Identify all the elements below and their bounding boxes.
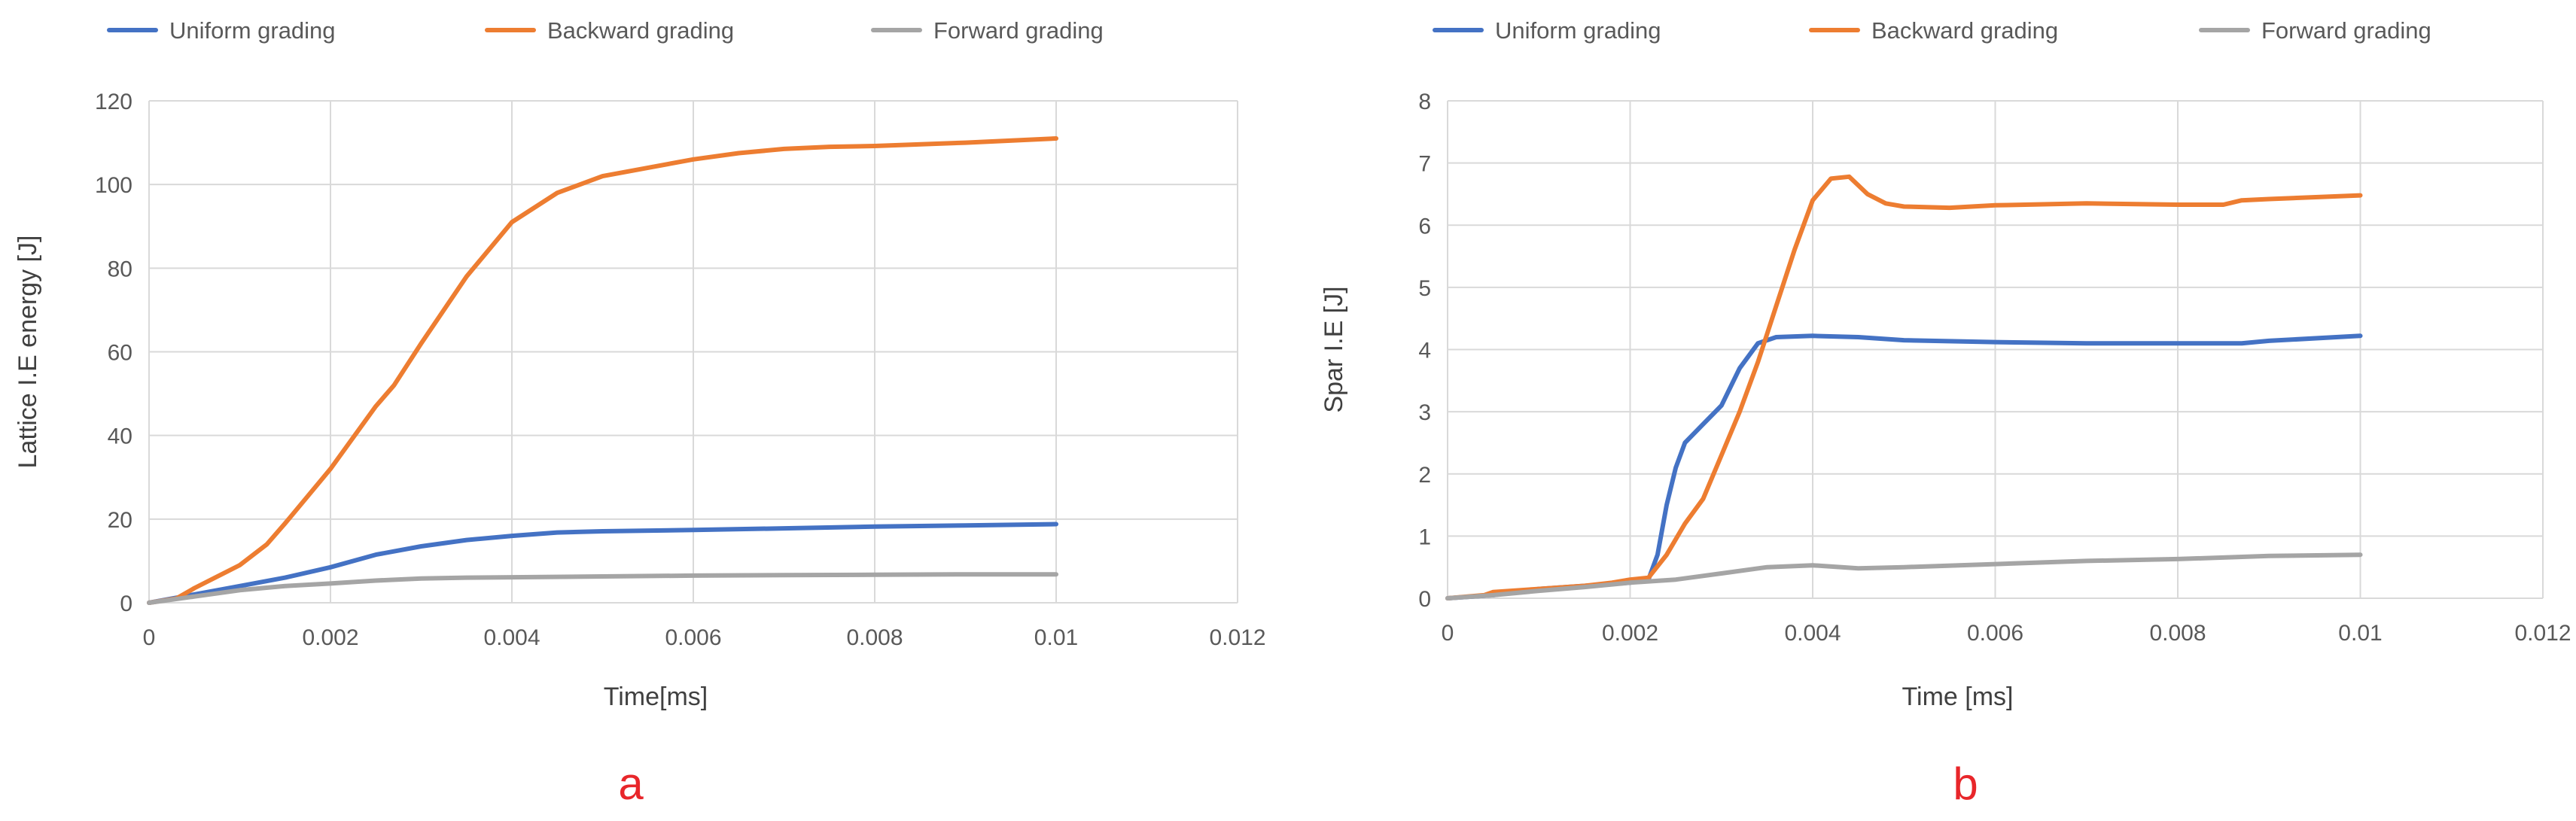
x-tick-label: 0 (143, 625, 156, 650)
y-tick-label: 4 (1418, 339, 1431, 363)
x-tick-label: 0.01 (1034, 625, 1078, 650)
gridlines (148, 100, 1238, 604)
chart-b: 0 1 2 3 4 5 6 7 8 0 0.002 0.004 0.006 0.008 0.01 0.012 U… (1320, 17, 2571, 809)
gridlines (1447, 100, 2544, 599)
x-tick-label: 0.008 (846, 625, 903, 650)
legend-entry: Forward grading (2199, 17, 2431, 44)
legend-label: Forward grading (933, 17, 1104, 44)
y-tick-label: 5 (1418, 276, 1431, 301)
y-tick-label: 60 (108, 341, 132, 366)
x-tick-label: 0.01 (2338, 621, 2382, 646)
x-tick-label: 0.004 (1784, 621, 1841, 646)
x-tick-label: 0.006 (665, 625, 721, 650)
x-axis-title: Time [ms] (1902, 683, 2014, 711)
chart-panel-a: 0 20 40 60 80 100 120 0 0.002 0.004 0.006 0.008 0.01… (14, 17, 1266, 809)
series-line-uniform-grading (147, 521, 1058, 605)
legend-entry: Backward grading (1809, 17, 2058, 44)
panel-label: a (618, 759, 644, 809)
x-tick-label: 0.012 (1209, 625, 1265, 650)
y-tick-label: 40 (108, 424, 132, 449)
y-tick-label: 120 (95, 90, 132, 114)
y-tick-label: 1 (1418, 525, 1431, 549)
series-line-backward-grading (147, 136, 1058, 605)
y-tick-label: 80 (108, 257, 132, 281)
legend-label: Uniform grading (1495, 17, 1661, 44)
legend-label: Backward grading (1871, 17, 2058, 44)
chart-a: 0 20 40 60 80 100 120 0 0.002 0.004 0.006 0.008 0.01… (14, 17, 1266, 809)
x-axis-title: Time[ms] (604, 683, 708, 711)
legend-label: Backward grading (547, 17, 734, 44)
panel-label: b (1953, 759, 1978, 809)
y-tick-label: 8 (1418, 90, 1431, 114)
y-tick-label: 3 (1418, 400, 1431, 425)
legend-label: Uniform grading (169, 17, 336, 44)
legend-entry: Uniform grading (107, 17, 336, 44)
legend-label: Forward grading (2261, 17, 2431, 44)
x-tick-label: 0.002 (1602, 621, 1658, 646)
x-tick-label: 0 (1442, 621, 1454, 646)
legend-entry: Forward grading (871, 17, 1104, 44)
chart-panel-b: 0 1 2 3 4 5 6 7 8 0 0.002 0.004 0.006 0.008 0.01 0.012 U… (1288, 0, 2576, 821)
series-line-forward-grading (1445, 552, 2363, 601)
legend-entry: Backward grading (485, 17, 734, 44)
x-tick-label: 0.006 (1967, 621, 2023, 646)
y-tick-label: 7 (1418, 152, 1431, 177)
y-axis-title: Spar I.E [J] (1320, 286, 1348, 412)
y-tick-label: 20 (108, 508, 132, 533)
x-tick-label: 0.008 (2149, 621, 2206, 646)
x-tick-label: 0.004 (483, 625, 540, 650)
legend-entry: Uniform grading (1433, 17, 1661, 44)
x-tick-label: 0.002 (302, 625, 358, 650)
series-line-forward-grading (147, 572, 1058, 605)
series-line-backward-grading (1445, 174, 2363, 601)
y-tick-label: 6 (1418, 214, 1431, 239)
y-tick-label: 0 (120, 591, 132, 616)
y-tick-label: 0 (1418, 587, 1431, 612)
x-tick-label: 0.012 (2514, 621, 2571, 646)
y-tick-label: 2 (1418, 463, 1431, 488)
y-tick-label: 100 (95, 173, 132, 198)
y-axis-title: Lattice I.E energy [J] (14, 236, 42, 469)
